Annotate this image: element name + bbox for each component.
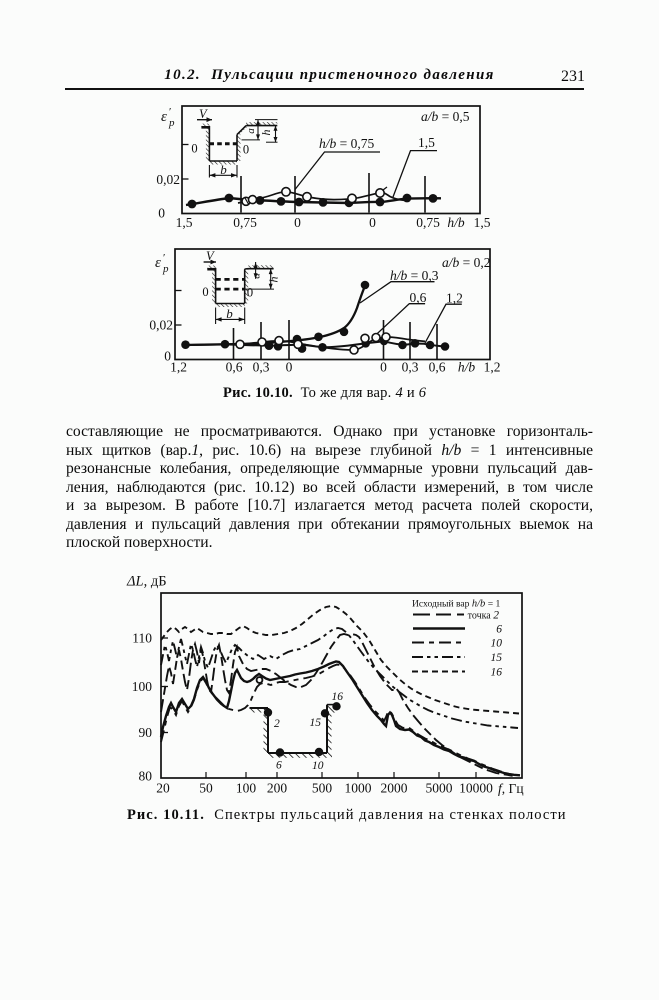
svg-text:0,6: 0,6: [410, 290, 427, 305]
svg-text:0: 0: [202, 285, 208, 299]
svg-text:0: 0: [191, 142, 197, 156]
svg-text:80: 80: [139, 769, 153, 784]
svg-text:110: 110: [132, 631, 152, 646]
svg-text:0,75: 0,75: [416, 215, 440, 230]
svg-text:16: 16: [491, 667, 503, 679]
svg-text:0,3: 0,3: [402, 360, 419, 375]
svg-text:10: 10: [312, 760, 324, 772]
svg-text:a/b = 0,5: a/b = 0,5: [421, 109, 470, 124]
svg-text:0,02: 0,02: [156, 172, 180, 187]
svg-text:100: 100: [236, 781, 257, 796]
svg-text:1,2: 1,2: [446, 291, 463, 306]
svg-text:0: 0: [380, 360, 387, 375]
svg-text:2000: 2000: [381, 781, 408, 796]
svg-text:6: 6: [496, 624, 502, 636]
svg-text:0,02: 0,02: [149, 318, 173, 333]
svg-text:90: 90: [139, 725, 153, 740]
svg-text:1,2: 1,2: [484, 360, 501, 375]
svg-text:a: a: [250, 273, 262, 279]
svg-text:0: 0: [369, 215, 376, 230]
svg-text:h/b = 0,3: h/b = 0,3: [390, 268, 439, 283]
svg-text:0: 0: [294, 215, 301, 230]
svg-text:0: 0: [164, 349, 171, 364]
svg-text:ΔL, дБ: ΔL, дБ: [126, 574, 167, 590]
svg-text:200: 200: [267, 781, 288, 796]
svg-text:0: 0: [286, 360, 293, 375]
svg-text:h/b = 0,75: h/b = 0,75: [319, 136, 375, 151]
svg-text:10: 10: [491, 638, 503, 650]
svg-text:500: 500: [312, 781, 333, 796]
svg-text:a: a: [245, 128, 257, 134]
svg-text:точка 2: точка 2: [468, 610, 500, 622]
svg-text:0: 0: [243, 143, 249, 157]
svg-text:10000: 10000: [459, 781, 493, 796]
svg-text:1,5: 1,5: [176, 215, 193, 230]
svg-text:0,6: 0,6: [429, 360, 446, 375]
svg-text:a/b = 0,2: a/b = 0,2: [442, 255, 491, 270]
svg-text:20: 20: [156, 781, 170, 796]
svg-text:′: ′: [163, 252, 165, 264]
svg-text:1,5: 1,5: [474, 215, 491, 230]
svg-text:1,2: 1,2: [170, 360, 187, 375]
svg-text:0,3: 0,3: [253, 360, 270, 375]
svg-text:ε: ε: [161, 109, 167, 125]
svg-text:b: b: [226, 306, 233, 321]
svg-text:h/b: h/b: [447, 215, 465, 230]
svg-text:p: p: [162, 263, 169, 275]
svg-text:h/b: h/b: [458, 360, 476, 375]
svg-text:100: 100: [132, 679, 153, 694]
svg-text:16: 16: [332, 691, 344, 703]
svg-text:′: ′: [169, 106, 171, 118]
svg-text:15: 15: [310, 717, 322, 729]
svg-text:15: 15: [491, 652, 503, 664]
svg-text:p: p: [168, 117, 175, 129]
svg-text:ε: ε: [155, 255, 161, 271]
svg-text:h: h: [259, 130, 273, 136]
svg-text:1000: 1000: [345, 781, 372, 796]
svg-text:2: 2: [274, 718, 280, 730]
svg-text:0,6: 0,6: [226, 360, 243, 375]
svg-text:V: V: [199, 107, 208, 121]
svg-text:0: 0: [158, 206, 165, 221]
svg-text:5000: 5000: [426, 781, 453, 796]
svg-text:50: 50: [199, 781, 213, 796]
svg-text:0: 0: [247, 286, 253, 300]
svg-text:Исходный вар h/b = 1: Исходный вар h/b = 1: [412, 599, 501, 610]
svg-text:1,5: 1,5: [418, 135, 435, 150]
svg-text:V: V: [206, 249, 215, 263]
svg-text:b: b: [220, 162, 227, 177]
svg-text:f, Гц: f, Гц: [498, 781, 524, 796]
svg-text:6: 6: [276, 760, 282, 772]
svg-text:h: h: [266, 277, 280, 283]
svg-text:0,75: 0,75: [233, 215, 257, 230]
